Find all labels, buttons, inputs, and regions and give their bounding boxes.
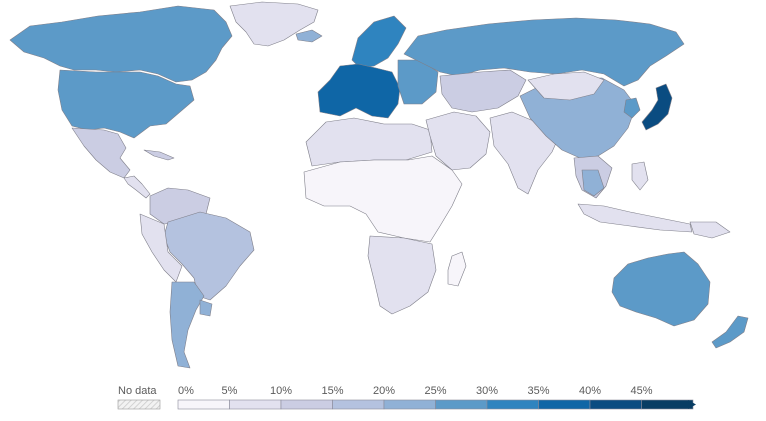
- legend-bin: [229, 399, 282, 410]
- legend-bin: [538, 399, 591, 410]
- legend-tick-label: 30%: [476, 385, 498, 397]
- region-mongolia[interactable]: Mongolia: [527, 71, 605, 101]
- region-thailand[interactable]: Thailand: [581, 169, 605, 197]
- region-mexico[interactable]: Mexico: [71, 127, 131, 179]
- region-indonesia[interactable]: Indonesia: [577, 203, 693, 233]
- region-iceland[interactable]: Iceland: [295, 29, 323, 43]
- legend-bin: [589, 399, 642, 410]
- no-data-label: No data: [118, 385, 157, 397]
- region-central-america[interactable]: Central America: [123, 175, 151, 199]
- region-korea[interactable]: Korea: [623, 97, 641, 119]
- region-philippines[interactable]: Philippines: [631, 161, 649, 191]
- map-legend: No data 0% 5% 10% 15% 20% 25% 30% 35% 40% 45%: [117, 385, 696, 410]
- legend-tick-label: 15%: [321, 385, 343, 397]
- region-sub-saharan-africa[interactable]: Sub-Saharan Africa: [303, 155, 463, 243]
- legend-bin: [435, 399, 488, 410]
- region-central-asia[interactable]: Central Asia: [439, 69, 527, 113]
- legend-tick-label: 45%: [630, 385, 652, 397]
- region-middle-east[interactable]: Middle East: [425, 111, 491, 171]
- legend-bin: [177, 399, 230, 410]
- region-southern-africa[interactable]: Southern Africa: [367, 235, 437, 315]
- region-russia[interactable]: Russia: [403, 17, 685, 87]
- legend-tick-label: 10%: [270, 385, 292, 397]
- map-canvas: Greenland Canada United States Mexico Ce…: [9, 1, 749, 369]
- region-papua-new-guinea[interactable]: Papua New Guinea: [689, 221, 731, 239]
- legend-bin: [383, 399, 436, 410]
- legend-bin: [280, 399, 333, 410]
- region-caribbean[interactable]: Caribbean: [143, 149, 175, 161]
- legend-tick-label: 40%: [579, 385, 601, 397]
- no-data-swatch: [117, 399, 161, 410]
- region-madagascar[interactable]: Madagascar: [447, 251, 467, 287]
- region-japan[interactable]: Japan: [641, 83, 673, 131]
- right-arrow-icon: [688, 400, 696, 409]
- region-brazil[interactable]: Brazil: [163, 211, 255, 301]
- legend-tick-label: 25%: [424, 385, 446, 397]
- legend-tick-label: 5%: [222, 385, 238, 397]
- legend-bin: [332, 399, 385, 410]
- region-united-states[interactable]: United States: [57, 69, 195, 139]
- region-north-africa[interactable]: North Africa: [305, 117, 433, 167]
- legend-color-bins: [177, 399, 694, 410]
- legend-bin: [486, 399, 539, 410]
- region-new-zealand[interactable]: New Zealand: [711, 315, 749, 349]
- region-greenland[interactable]: Greenland: [229, 1, 319, 47]
- region-western-europe[interactable]: Western Europe: [317, 63, 401, 119]
- region-canada[interactable]: Canada: [9, 5, 233, 83]
- world-choropleth-map: Greenland Canada United States Mexico Ce…: [9, 1, 749, 369]
- region-australia[interactable]: Australia: [611, 251, 711, 327]
- legend-tick-label: 35%: [527, 385, 549, 397]
- region-argentina-chile[interactable]: Argentina/Chile: [169, 281, 205, 369]
- legend-tick-label: 20%: [373, 385, 395, 397]
- region-uruguay[interactable]: Uruguay: [199, 299, 213, 317]
- legend-bin: [641, 399, 694, 410]
- legend-tick-label: 0%: [178, 385, 194, 397]
- legend-tick-labels: 0% 5% 10% 15% 20% 25% 30% 35% 40% 45%: [178, 385, 653, 397]
